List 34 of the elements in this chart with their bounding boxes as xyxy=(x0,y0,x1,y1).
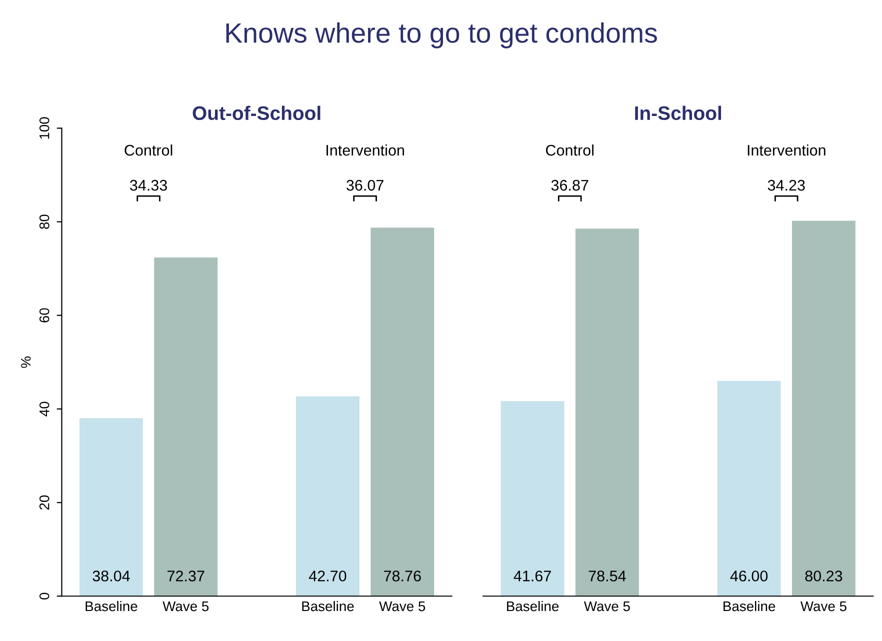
x-tick-label: Wave 5 xyxy=(584,602,630,612)
y-tick-label: 60 xyxy=(39,308,50,322)
x-tick-label: Baseline xyxy=(507,600,559,612)
annotation: Control xyxy=(546,144,594,156)
y-tick-label: 40 xyxy=(39,402,50,416)
x-tick-label: Baseline xyxy=(86,600,138,612)
annotation: Control xyxy=(124,144,172,156)
x-tick-label: Baseline xyxy=(302,600,354,612)
x-tick-label: Wave 5 xyxy=(800,602,846,612)
annotation: Intervention xyxy=(748,144,826,156)
annotation: Intervention xyxy=(326,144,404,156)
y-axis-title: % xyxy=(20,356,31,368)
data-label: 72.37 xyxy=(168,570,204,582)
annotation: 36.87 xyxy=(551,180,588,191)
y-tick-label: 0 xyxy=(39,592,50,600)
data-label: 46.00 xyxy=(730,570,768,582)
annotation: 36.07 xyxy=(346,180,384,191)
data-label: 38.04 xyxy=(92,570,130,582)
chart-title: Knows where to go to get condoms xyxy=(226,22,657,48)
y-tick-label: 100 xyxy=(39,117,50,139)
annotation: 34.33 xyxy=(130,180,167,191)
annotation: 34.23 xyxy=(768,180,805,191)
y-tick-label: 80 xyxy=(39,214,50,229)
data-label: 78.76 xyxy=(384,570,421,582)
x-tick-label: Wave 5 xyxy=(379,602,426,612)
chart-subtitle: Out-of-School xyxy=(192,106,320,120)
data-label: 80.23 xyxy=(805,570,842,582)
data-label: 78.54 xyxy=(588,570,626,582)
data-label: 41.67 xyxy=(514,570,551,582)
y-tick-label: 20 xyxy=(39,495,50,510)
chart-subtitle: In-School xyxy=(635,106,722,120)
x-tick-label: Baseline xyxy=(724,600,776,612)
x-tick-label: Wave 5 xyxy=(162,602,209,612)
data-label: 42.70 xyxy=(308,570,346,582)
